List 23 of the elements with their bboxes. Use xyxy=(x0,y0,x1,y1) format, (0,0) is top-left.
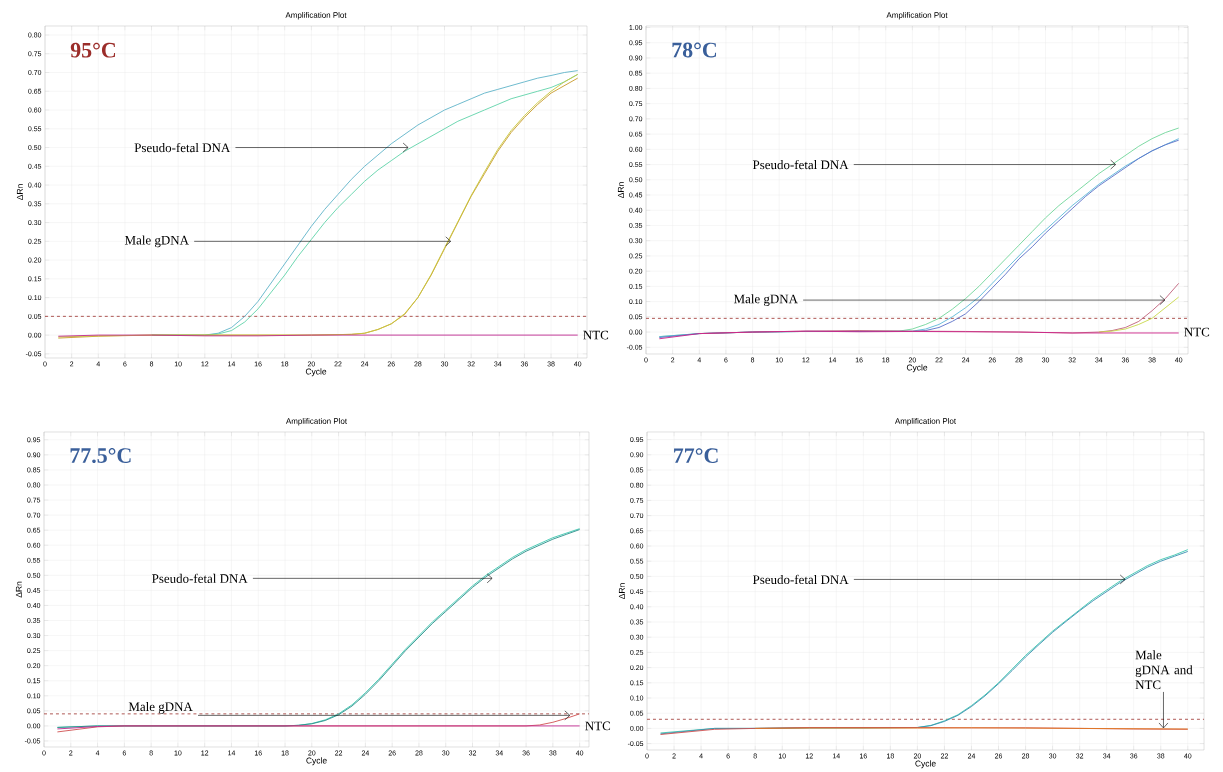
annotation: Male gDNA xyxy=(733,294,798,307)
text: 77°C xyxy=(674,448,718,464)
x-axis-title: Cycle xyxy=(305,368,327,377)
annotation: NTC xyxy=(585,721,611,731)
y-axis-title: ΔRn xyxy=(617,182,624,199)
annotation: Pseudo-fetal DNA xyxy=(752,160,849,170)
annotation: NTC xyxy=(1184,327,1210,337)
y-axis-title: ΔRn xyxy=(618,583,625,600)
y-axis-title: ΔRn xyxy=(16,184,23,201)
x-axis-title: Cycle xyxy=(915,760,936,769)
x-axis-title: Cycle xyxy=(906,364,928,373)
text: 78°C xyxy=(672,42,717,58)
y-axis-title: ΔRn xyxy=(15,582,22,598)
text: 77.5°C xyxy=(70,448,131,464)
annotation: Male gDNA and NTC xyxy=(1135,650,1193,690)
annotation: Male gDNA xyxy=(124,235,189,248)
x-axis-title: Cycle xyxy=(306,757,327,766)
annotation: Male gDNA xyxy=(128,702,193,714)
text: 95°C xyxy=(70,43,116,58)
annotation: Pseudo-fetal DNA xyxy=(134,143,231,153)
annotation: NTC xyxy=(583,331,609,340)
annotation: Pseudo-fetal DNA xyxy=(152,573,248,584)
annotation: Pseudo-fetal DNA xyxy=(752,575,849,585)
